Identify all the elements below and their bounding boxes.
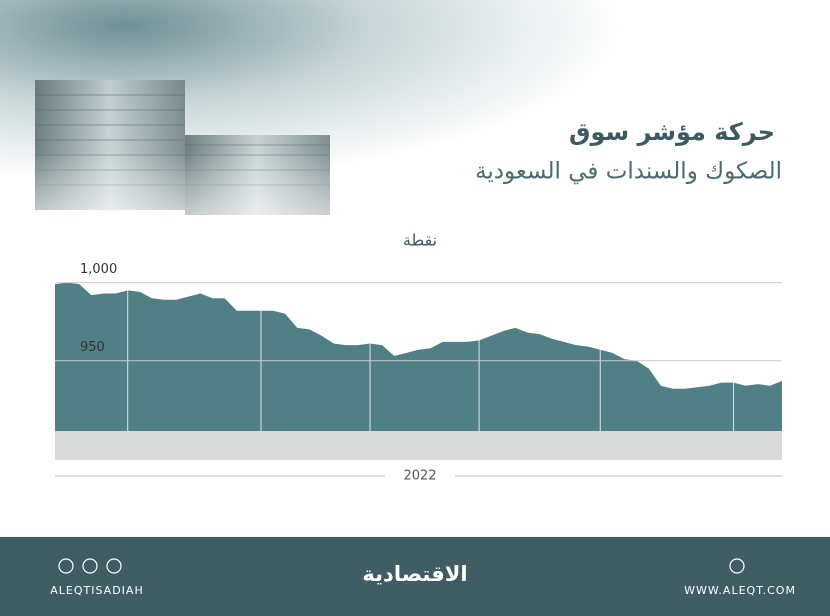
coins-decoration: [0, 80, 830, 260]
y-tick-label: 1,000: [80, 262, 117, 277]
footer-bar: [0, 537, 830, 616]
chart-title: حركة مؤشر سوق: [569, 118, 775, 146]
social-handle: ALEQTISADIAH: [50, 584, 143, 597]
website: WWW.ALEQT.COM: [684, 584, 796, 597]
x-axis-band: [55, 431, 782, 460]
y-tick-label: 950: [80, 340, 105, 355]
social-icons: [58, 558, 745, 574]
x-axis-label: 2022: [403, 469, 436, 484]
chart-subtitle: الصكوك والسندات في السعودية: [475, 159, 782, 185]
year-label-bg: [385, 466, 455, 486]
logo: الاقتصادية: [362, 562, 467, 586]
y-axis-label: نقطة: [403, 231, 437, 250]
